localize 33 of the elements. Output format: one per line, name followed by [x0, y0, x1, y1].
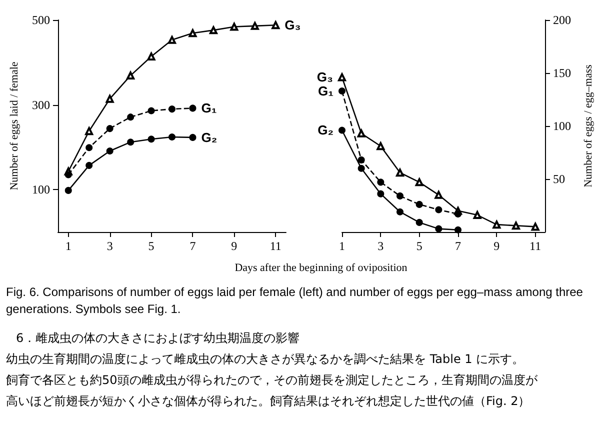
- text: 高いほど前翅長が短かく小さな個体が得られた。飼育結果はそれぞれ想定した世代の値（Fig. 2）: [6, 393, 532, 410]
- series-label: G₁: [318, 84, 334, 99]
- x-tick-label: 1: [339, 239, 345, 253]
- x-tick-label: 1: [65, 239, 72, 253]
- x-tick-label: 5: [416, 239, 422, 253]
- series-label: G₃: [284, 18, 301, 33]
- y-tick-label: 500: [32, 13, 50, 27]
- y-tick-label: 150: [553, 66, 571, 80]
- x-tick-label: 5: [148, 239, 154, 253]
- x-tick-label: 9: [494, 239, 500, 253]
- series-label: G₃: [316, 70, 333, 85]
- series-label: G₂: [318, 122, 334, 138]
- x-axis-title: Days after the beginning of oviposition: [234, 262, 408, 276]
- x-tick-label: 3: [378, 239, 384, 253]
- y-tick-label: 300: [32, 98, 50, 112]
- x-tick-label: 9: [231, 239, 238, 253]
- y-tick-label: 50: [553, 172, 565, 186]
- y-axis-title: Number of eggs laid / female: [8, 62, 20, 190]
- y-tick-label: 100: [553, 119, 571, 133]
- x-tick-label: 11: [270, 239, 282, 253]
- series-label: G₁: [201, 100, 217, 116]
- x-tick-label: 7: [455, 239, 461, 253]
- x-tick-label: 7: [190, 239, 196, 253]
- text: 6．雌成虫の体の大きさにおよぼす幼虫期温度の影響: [15, 330, 301, 347]
- text: 飼育で各区とも約50頭の雌成虫が得られたので，その前翅長を測定したところ，生育期間の温度が: [6, 372, 538, 389]
- y-tick-label: 100: [32, 182, 50, 197]
- x-tick-label: 11: [530, 239, 542, 253]
- x-tick-label: 3: [106, 239, 113, 253]
- series-label: G₂: [201, 130, 218, 145]
- y-tick-label: 200: [553, 13, 571, 27]
- caption: Fig. 6. Comparisons of number of eggs laid per female (left) and number of eggs per egg–mass among three generations. Symbols see Fig. 1.: [6, 284, 584, 318]
- text: 幼虫の生育期間の温度によって雌成虫の体の大きさが異なるかを調べた結果を Table 1 に示す。: [6, 351, 526, 368]
- y-axis-title: Number of eggs / egg–mass: [582, 64, 594, 188]
